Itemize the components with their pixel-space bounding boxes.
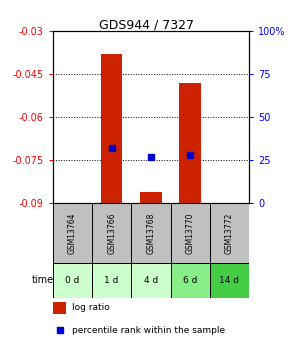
Text: percentile rank within the sample: percentile rank within the sample xyxy=(72,326,226,335)
FancyBboxPatch shape xyxy=(92,263,131,298)
Bar xyxy=(179,83,201,204)
Text: 4 d: 4 d xyxy=(144,276,158,285)
Text: 1 d: 1 d xyxy=(104,276,119,285)
FancyBboxPatch shape xyxy=(131,263,171,298)
Text: GSM13764: GSM13764 xyxy=(68,212,77,254)
Text: GSM13766: GSM13766 xyxy=(107,212,116,254)
FancyBboxPatch shape xyxy=(131,204,171,263)
FancyBboxPatch shape xyxy=(171,204,210,263)
FancyBboxPatch shape xyxy=(171,263,210,298)
Text: 6 d: 6 d xyxy=(183,276,197,285)
Text: GSM13768: GSM13768 xyxy=(146,213,155,254)
Text: GSM13770: GSM13770 xyxy=(186,212,195,254)
Text: GDS944 / 7327: GDS944 / 7327 xyxy=(99,19,194,32)
FancyBboxPatch shape xyxy=(53,204,92,263)
FancyBboxPatch shape xyxy=(92,204,131,263)
FancyBboxPatch shape xyxy=(53,263,92,298)
Text: log ratio: log ratio xyxy=(72,303,110,312)
Bar xyxy=(101,54,122,204)
FancyBboxPatch shape xyxy=(210,263,249,298)
Text: time: time xyxy=(31,275,54,285)
Bar xyxy=(53,302,67,314)
Text: GSM13772: GSM13772 xyxy=(225,213,234,254)
Text: 14 d: 14 d xyxy=(219,276,239,285)
Text: 0 d: 0 d xyxy=(65,276,80,285)
FancyBboxPatch shape xyxy=(210,204,249,263)
Bar xyxy=(140,192,162,204)
